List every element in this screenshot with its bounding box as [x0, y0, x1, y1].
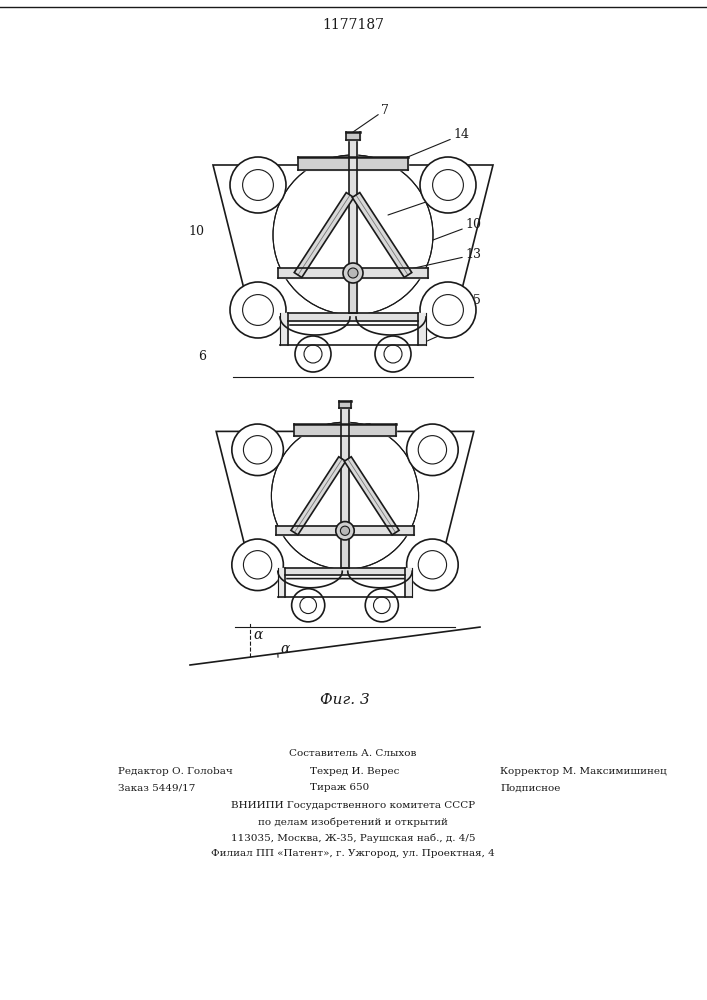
Circle shape — [336, 522, 354, 540]
Circle shape — [232, 539, 284, 591]
Circle shape — [420, 282, 476, 338]
Circle shape — [243, 170, 274, 200]
Text: по делам изобретений и открытий: по делам изобретений и открытий — [258, 817, 448, 827]
Text: Техред И. Верес: Техред И. Верес — [310, 768, 399, 776]
Text: Подписное: Подписное — [500, 784, 561, 792]
Polygon shape — [291, 457, 346, 535]
Circle shape — [292, 589, 325, 622]
Circle shape — [407, 424, 458, 476]
Text: 7: 7 — [353, 104, 389, 132]
Text: Фиг. 3: Фиг. 3 — [320, 693, 370, 707]
Circle shape — [407, 539, 458, 591]
Circle shape — [300, 597, 317, 614]
Text: 1177187: 1177187 — [322, 18, 384, 32]
Text: 5: 5 — [418, 324, 456, 345]
Text: α: α — [280, 642, 289, 656]
Text: 13: 13 — [383, 248, 481, 275]
Polygon shape — [344, 457, 399, 535]
Circle shape — [373, 597, 390, 614]
Text: α: α — [253, 628, 262, 642]
Circle shape — [433, 170, 463, 200]
Circle shape — [243, 551, 271, 579]
Circle shape — [375, 336, 411, 372]
Text: 10: 10 — [433, 219, 481, 240]
Circle shape — [243, 295, 274, 325]
Circle shape — [433, 295, 463, 325]
Circle shape — [232, 424, 284, 476]
Circle shape — [230, 282, 286, 338]
Text: 14: 14 — [398, 128, 469, 161]
Circle shape — [419, 551, 447, 579]
Polygon shape — [216, 431, 474, 579]
Text: Тираж 650: Тираж 650 — [310, 784, 369, 792]
Circle shape — [420, 157, 476, 213]
Circle shape — [348, 268, 358, 278]
Polygon shape — [352, 193, 411, 277]
Circle shape — [295, 336, 331, 372]
Circle shape — [230, 157, 286, 213]
Text: 10: 10 — [188, 225, 204, 238]
Text: Заказ 5449/17: Заказ 5449/17 — [118, 784, 195, 792]
Text: Фиг. 2: Фиг. 2 — [323, 423, 373, 437]
Text: Корректор М. Максимишинец: Корректор М. Максимишинец — [500, 768, 667, 776]
Text: Филиал ПП «Патент», г. Ужгород, ул. Проектная, 4: Филиал ПП «Патент», г. Ужгород, ул. Прое… — [211, 850, 495, 858]
Circle shape — [304, 345, 322, 363]
Circle shape — [419, 436, 447, 464]
Text: ВНИИПИ Государственного комитета СССР: ВНИИПИ Государственного комитета СССР — [231, 802, 475, 810]
Circle shape — [366, 589, 398, 622]
Text: 15: 15 — [413, 294, 481, 320]
Text: Составитель А. Слыхов: Составитель А. Слыхов — [289, 750, 416, 758]
Text: Редактор О. Голоbач: Редактор О. Голоbач — [118, 768, 233, 776]
Text: 6: 6 — [198, 350, 206, 363]
Text: 12: 12 — [388, 184, 469, 215]
Circle shape — [243, 436, 271, 464]
Polygon shape — [294, 193, 354, 277]
Text: 113035, Москва, Ж-35, Раушская наб., д. 4/5: 113035, Москва, Ж-35, Раушская наб., д. … — [230, 833, 475, 843]
Circle shape — [384, 345, 402, 363]
Circle shape — [340, 526, 349, 535]
Polygon shape — [213, 165, 493, 325]
Circle shape — [343, 263, 363, 283]
